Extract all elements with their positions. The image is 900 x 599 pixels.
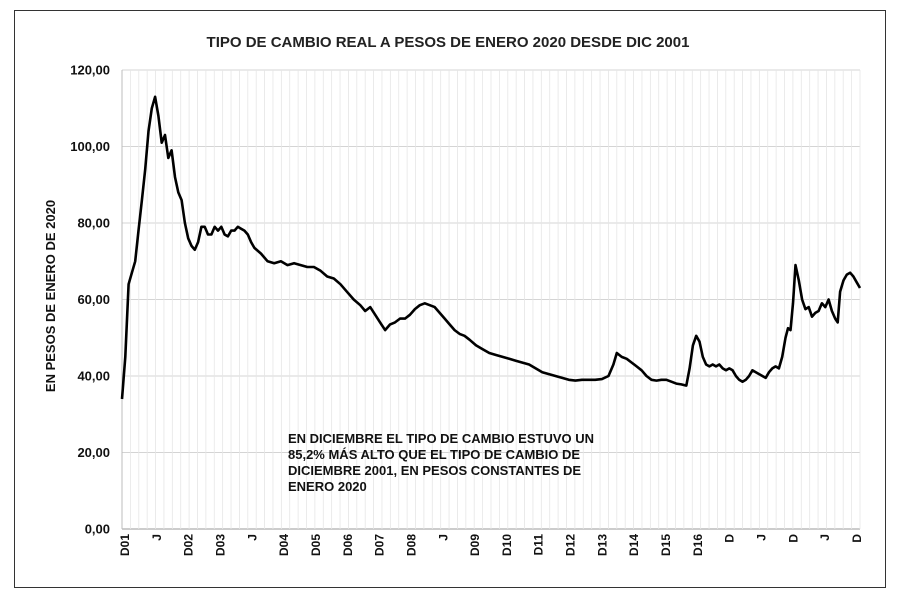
x-tick-label: D10 (500, 534, 514, 556)
y-tick-label: 80,00 (77, 216, 110, 231)
x-tick-label: D12 (564, 534, 578, 556)
x-tick-label: D02 (182, 534, 196, 556)
annotation-line: EN DICIEMBRE EL TIPO DE CAMBIO ESTUVO UN (288, 431, 594, 446)
x-tick-label: D07 (373, 534, 387, 556)
y-tick-label: 120,00 (70, 63, 110, 78)
y-tick-label: 60,00 (77, 292, 110, 307)
gridlines (121, 69, 861, 530)
x-tick-label: D06 (341, 534, 355, 556)
x-tick-label: D04 (277, 534, 291, 556)
x-tick-label: D03 (213, 534, 227, 556)
x-tick-label: J (818, 534, 832, 541)
y-axis-label: EN PESOS DE ENERO DE 2020 (43, 200, 58, 392)
x-tick-label: J (150, 534, 164, 541)
chart-title: TIPO DE CAMBIO REAL A PESOS DE ENERO 202… (207, 34, 690, 51)
annotation-line: ENERO 2020 (288, 479, 367, 494)
x-tick-label: D14 (627, 534, 641, 556)
x-tick-label: D08 (404, 534, 418, 556)
y-tick-label: 40,00 (77, 369, 110, 384)
x-tick-labels: D01 J D02 D03 J D04 D05 D06 D07 D08 J D09 D10 D11 D12 D… (118, 534, 864, 556)
x-tick-label: D16 (691, 534, 705, 556)
x-tick-label: D15 (659, 534, 673, 556)
x-tick-label: D (786, 534, 800, 543)
annotation-line: 85,2% MÁS ALTO QUE EL TIPO DE CAMBIO DE (288, 447, 580, 462)
x-tick-label: D (723, 534, 737, 543)
annotation-text: EN DICIEMBRE EL TIPO DE CAMBIO ESTUVO UN… (288, 431, 594, 494)
x-tick-label: D (850, 534, 864, 543)
x-tick-label: D05 (309, 534, 323, 556)
x-tick-label: J (436, 534, 450, 541)
x-tick-label: D01 (118, 534, 132, 556)
series-line (120, 95, 862, 400)
y-tick-label: 20,00 (77, 445, 110, 460)
x-tick-label: D09 (468, 534, 482, 556)
x-tick-label: J (755, 534, 769, 541)
x-tick-label: D13 (595, 534, 609, 556)
y-tick-label: 100,00 (70, 139, 110, 154)
x-tick-label: D11 (532, 534, 546, 556)
annotation-line: DICIEMBRE 2001, EN PESOS CONSTANTES DE (288, 463, 581, 478)
y-tick-label: 0,00 (85, 522, 110, 537)
y-tick-labels: 0,00 20,00 40,00 60,00 80,00 100,00 120,00 (70, 63, 110, 537)
x-tick-label: J (245, 534, 259, 541)
